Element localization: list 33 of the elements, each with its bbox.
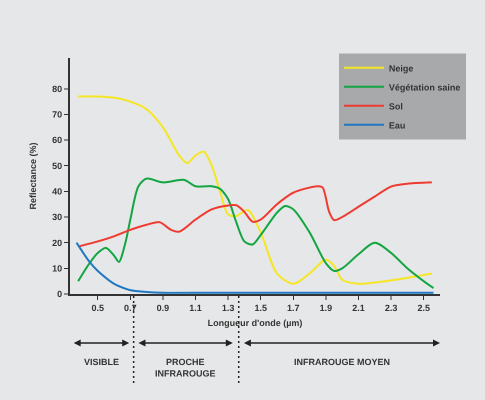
legend-label: Eau xyxy=(388,120,406,130)
y-tick-label: 10 xyxy=(52,264,62,274)
text: VISIBLE xyxy=(84,357,120,367)
y-tick-label: 40 xyxy=(52,186,62,197)
y-tick-label: 60 xyxy=(52,135,62,146)
y-tick-label: 80 xyxy=(52,84,62,94)
x-tick-label: 0.7 xyxy=(124,302,137,313)
x-axis-title: Longueur d'onde (µm) xyxy=(208,318,302,328)
x-tick-label: 0.5 xyxy=(91,302,104,313)
y-tick-label: 0 xyxy=(57,289,62,300)
x-tick-label: 0.9 xyxy=(156,302,170,313)
x-tick-label: 1.9 xyxy=(320,302,332,313)
y-tick-label: 70 xyxy=(52,110,62,120)
legend-label: Végétation saine xyxy=(388,82,460,92)
x-tick-label: 1.1 xyxy=(189,302,202,313)
x-tick-label: 2.5 xyxy=(417,302,430,313)
line-series xyxy=(77,95,433,285)
legend-label: Neige xyxy=(388,63,414,74)
legend-label: Sol xyxy=(388,101,403,112)
line-series xyxy=(77,178,434,290)
x-tick-label: 2.3 xyxy=(384,302,398,313)
y-tick-label: 30 xyxy=(52,212,62,222)
y-tick-label: 20 xyxy=(52,238,62,248)
x-tick-label: 2.1 xyxy=(352,302,365,313)
line-series xyxy=(76,242,434,294)
y-axis-title: Reflectance (%) xyxy=(28,142,38,210)
line-series xyxy=(77,181,433,248)
text: PROCHE INFRAROUGE xyxy=(155,357,216,379)
text: INFRAROUGE MOYEN xyxy=(294,357,390,367)
x-tick-label: 1.5 xyxy=(254,302,267,313)
y-tick-label: 50 xyxy=(52,160,62,171)
x-tick-label: 1.3 xyxy=(222,302,234,313)
x-tick-label: 1.7 xyxy=(287,302,300,313)
